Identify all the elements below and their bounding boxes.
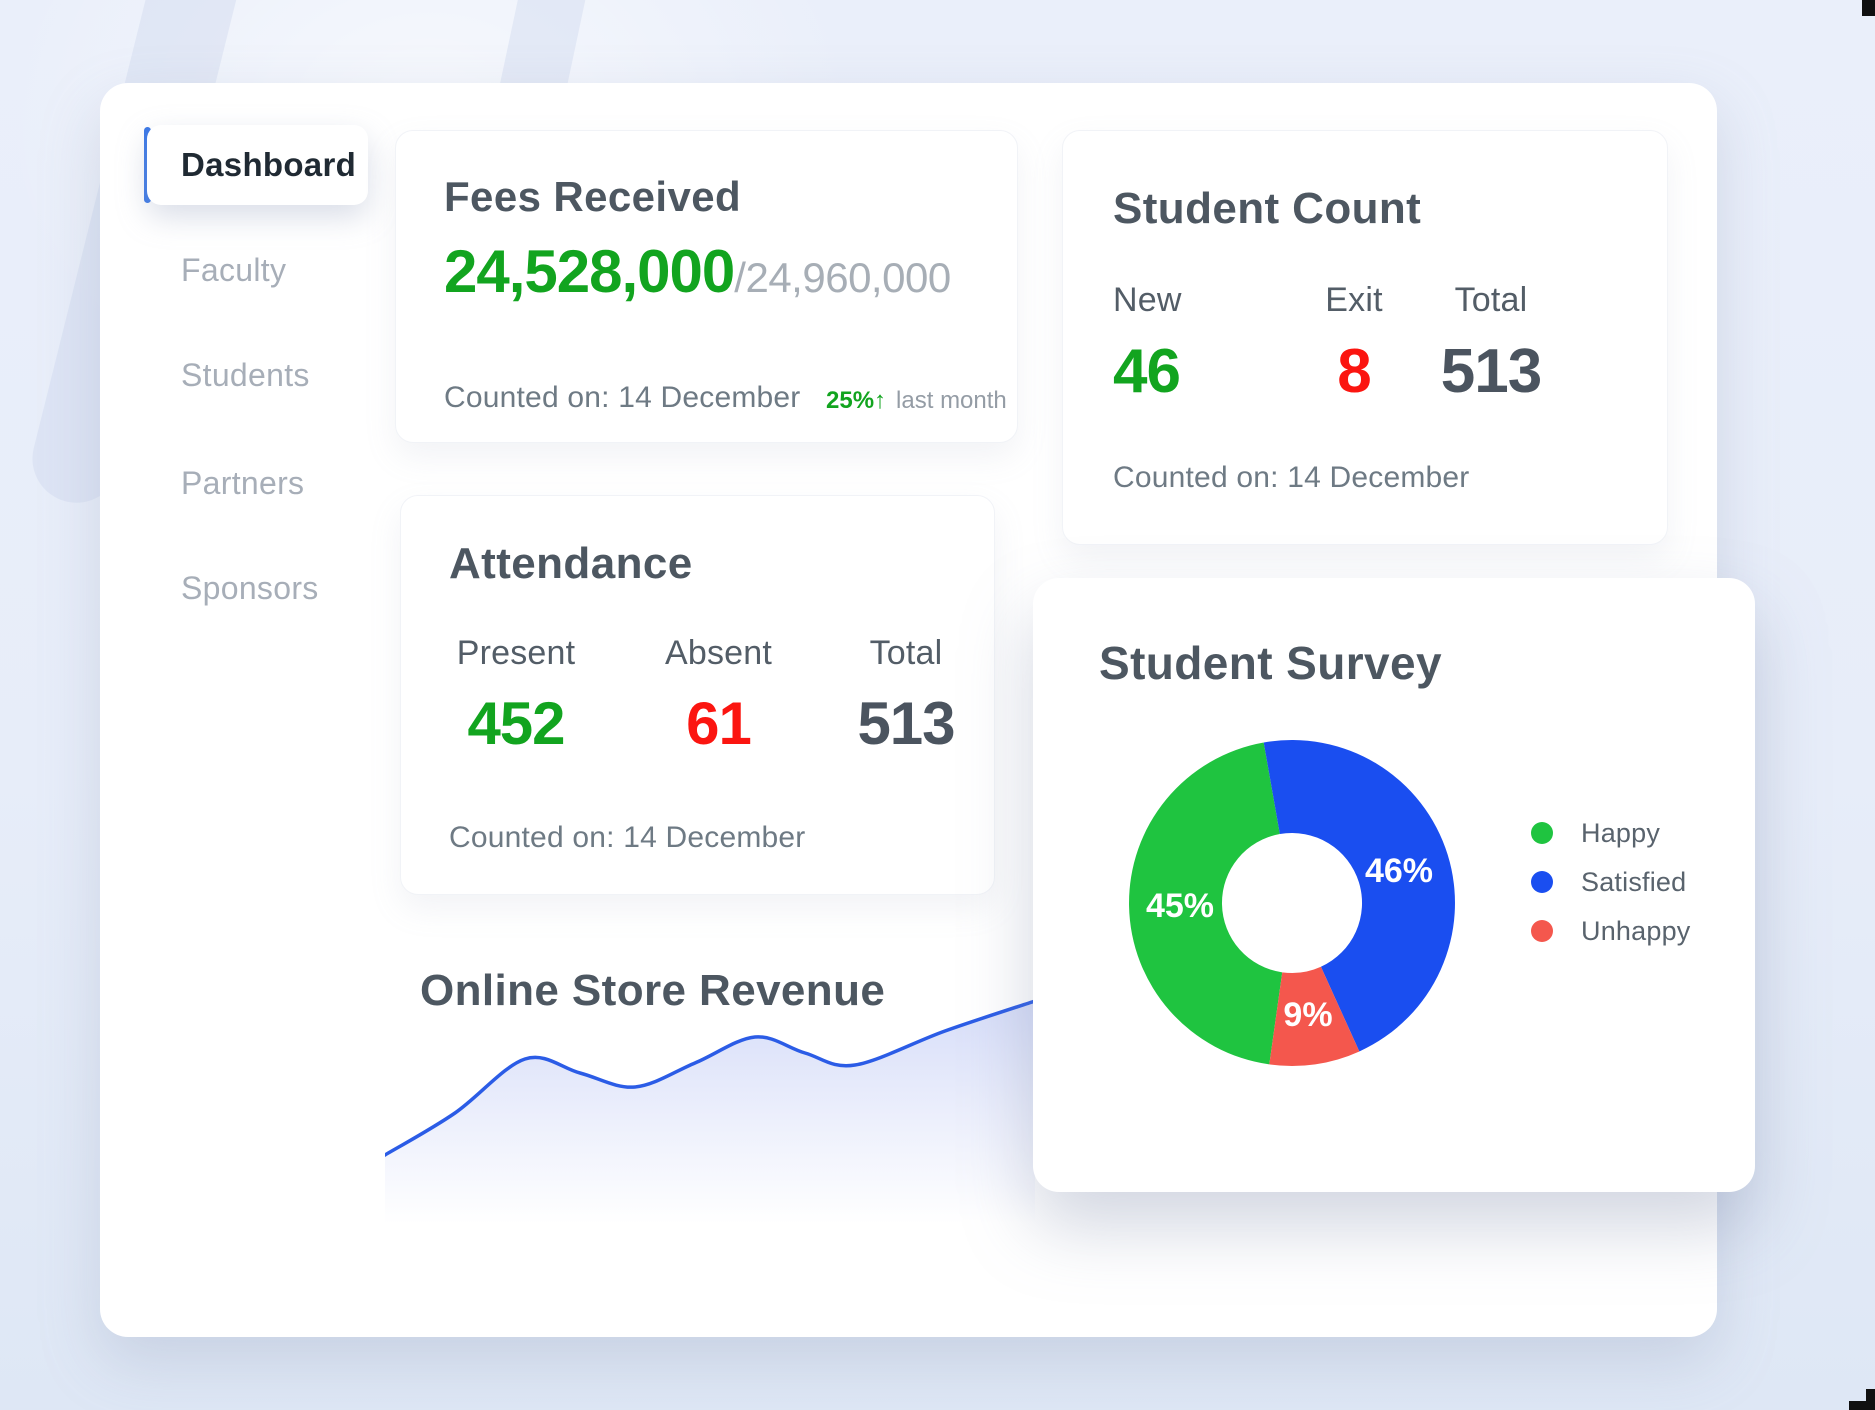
legend-label: Happy [1581, 817, 1661, 848]
stat-value: 61 [686, 690, 752, 757]
fees-amount: 24,528,000 [444, 238, 735, 305]
sidebar-item-sponsors[interactable]: Sponsors [181, 570, 319, 606]
stat-column-present: Present 452 [441, 634, 591, 758]
donut-data-label: 46% [1365, 852, 1433, 890]
stat-label: Total [1454, 281, 1528, 319]
survey-donut-chart: 45% 46% 9% [1129, 740, 1455, 1066]
stat-label: New [1113, 281, 1182, 319]
stat-column-total: Total 513 [836, 634, 976, 758]
revenue-section-title: Online Store Revenue [420, 966, 886, 1015]
happy-dot-icon [1531, 822, 1553, 844]
legend-item-happy: Happy [1531, 818, 1690, 848]
stat-label: Absent [664, 634, 773, 672]
card-title: Fees Received [444, 173, 742, 220]
stat-value: 513 [857, 690, 955, 757]
sidebar-item-faculty[interactable]: Faculty [181, 252, 287, 288]
corner-mark-top-right [1862, 0, 1875, 16]
satisfied-dot-icon [1531, 871, 1553, 893]
stat-column-exit: Exit 8 [1279, 281, 1429, 407]
counted-on-text: Counted on: 14 December [1113, 461, 1470, 494]
donut-segment-happy [1129, 742, 1283, 1065]
attendance-card: Attendance Present 452 Absent 61 Total 5… [400, 495, 995, 895]
card-title: Student Survey [1099, 637, 1443, 689]
trend-value: 25%↑ [826, 387, 887, 414]
online-store-revenue-chart [385, 999, 1035, 1263]
trend-row: 25%↑ last month [826, 387, 1007, 415]
revenue-area-fill [385, 1001, 1035, 1263]
stat-label: Present [456, 634, 576, 672]
sidebar-item-students[interactable]: Students [181, 357, 310, 393]
donut-data-label: 9% [1283, 996, 1332, 1034]
student-count-card: Student Count New 46 Exit 8 Total 513 Co… [1062, 130, 1668, 545]
legend-label: Unhappy [1581, 915, 1691, 946]
card-title: Attendance [449, 539, 693, 588]
counted-on-text: Counted on: 14 December [444, 381, 801, 414]
stat-column-total: Total 513 [1416, 281, 1566, 407]
sidebar-item-label: Dashboard [181, 146, 357, 183]
trend-suffix: last month [896, 387, 1007, 414]
student-survey-card: Student Survey 45% 46% 9% Happy Satisfied … [1033, 578, 1755, 1192]
corner-mark-bottom-right [1866, 1389, 1875, 1410]
card-title: Student Count [1113, 184, 1422, 233]
legend-item-unhappy: Unhappy [1531, 916, 1690, 946]
stat-label: Total [869, 634, 943, 672]
fees-amount-total: /24,960,000 [734, 254, 951, 301]
sidebar-item-partners[interactable]: Partners [181, 465, 305, 501]
legend-label: Satisfied [1581, 866, 1687, 897]
fees-received-card: Fees Received 24,528,000 /24,960,000 Cou… [395, 130, 1018, 443]
revenue-line [385, 999, 1035, 1157]
survey-legend: Happy Satisfied Unhappy [1531, 818, 1690, 965]
sidebar-item-dashboard[interactable]: Dashboard [147, 125, 368, 205]
counted-on-text: Counted on: 14 December [449, 821, 806, 854]
donut-segment-satisfied [1263, 740, 1455, 1052]
donut-segment-unhappy [1269, 966, 1360, 1066]
stat-value: 513 [1440, 337, 1542, 406]
unhappy-dot-icon [1531, 920, 1553, 942]
stat-value: 46 [1113, 337, 1181, 406]
stat-value: 452 [467, 690, 565, 757]
stat-value: 8 [1337, 337, 1371, 406]
stat-label: Exit [1325, 281, 1383, 319]
donut-data-label: 45% [1146, 887, 1214, 925]
stat-column-absent: Absent 61 [636, 634, 801, 758]
corner-mark-bottom-right [1849, 1401, 1875, 1410]
fees-amount-row: 24,528,000 /24,960,000 [444, 237, 951, 306]
stat-column-new: New 46 [1113, 281, 1263, 407]
legend-item-satisfied: Satisfied [1531, 867, 1690, 897]
